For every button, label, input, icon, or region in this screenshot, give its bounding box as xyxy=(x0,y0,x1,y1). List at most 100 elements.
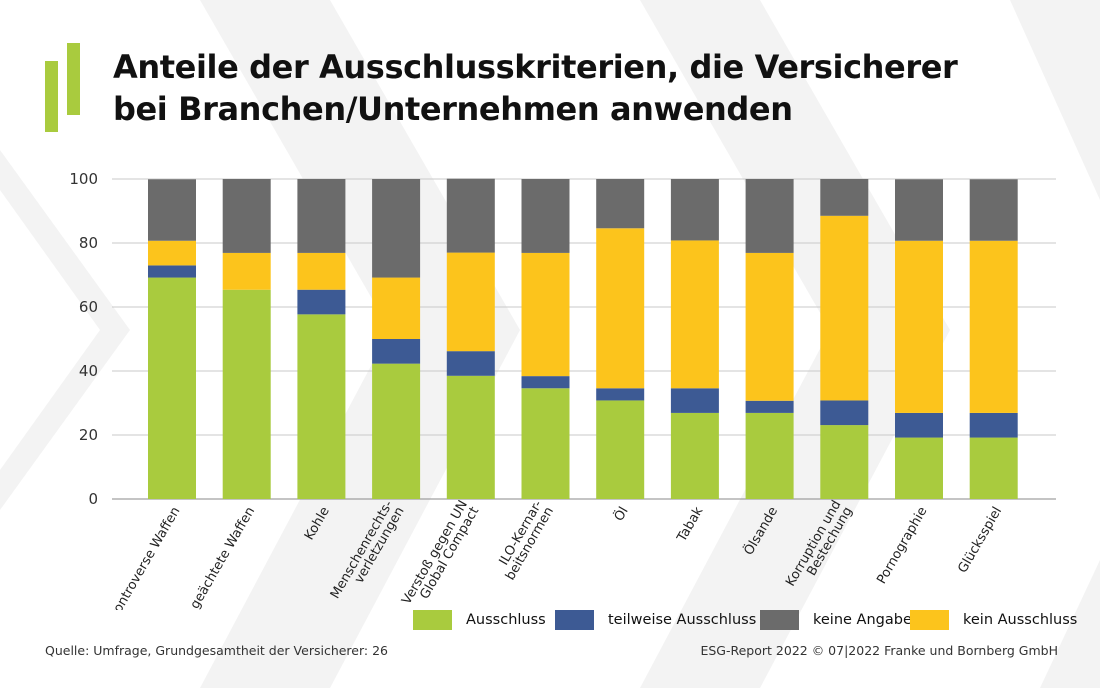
source-note: Quelle: Umfrage, Grundgesamtheit der Ver… xyxy=(45,643,388,658)
x-tick-label: kontroverse Waffen xyxy=(107,505,183,611)
bar-group-3 xyxy=(297,179,346,499)
bar-segment-ausschluss xyxy=(148,277,196,499)
legend-label-keine-angabe: keine Angabe xyxy=(813,612,912,628)
bar-group-11 xyxy=(895,179,943,499)
x-tick-label: Ölsande xyxy=(740,504,781,558)
bar-segment-keine-angabe xyxy=(820,179,869,216)
bar-segment-teilweise xyxy=(670,388,719,413)
x-tick-label-line: Öl xyxy=(610,504,632,525)
bar-segment-ausschluss xyxy=(745,412,794,499)
chart-title-line-2: bei Branchen/Unternehmen anwenden xyxy=(113,90,793,128)
bar-segment-teilweise xyxy=(969,412,1018,438)
bar-group-10 xyxy=(820,179,869,499)
bar-segment-keine-angabe xyxy=(969,179,1018,241)
x-tick-label: Tabak xyxy=(674,504,706,545)
x-tick-label: Kohle xyxy=(302,505,333,543)
x-tick-label-line: Glücksspiel xyxy=(955,505,1005,576)
bar-group-4 xyxy=(372,179,421,499)
x-tick-label: Verstoß gegen UNGlobal Compact xyxy=(399,498,482,610)
legend-swatch-ausschluss xyxy=(413,610,452,630)
bar-segment-ausschluss xyxy=(372,363,421,499)
x-tick-label-line: kontroverse Waffen xyxy=(107,505,183,611)
bar-group-12 xyxy=(969,179,1018,499)
stacked-bar-chart: 0 20 40 60 80 100 kontroverse Waffen geächtete … xyxy=(69,170,1056,611)
bar-segment-ausschluss xyxy=(297,314,346,499)
bar-segment-teilweise xyxy=(446,351,495,376)
y-tick-label: 60 xyxy=(79,298,98,316)
legend-item-keine-angabe: keine Angabe xyxy=(760,610,912,630)
bar-segment-ausschluss xyxy=(521,388,570,499)
bar-segment-teilweise xyxy=(521,376,570,389)
x-tick-label: Pornographie xyxy=(874,505,930,587)
bar-segment-teilweise xyxy=(820,400,869,426)
x-tick-label-line: Menschenrechts- xyxy=(328,498,397,602)
copyright-note: ESG-Report 2022 © 07|2022 Franke und Bor… xyxy=(700,643,1058,658)
bar-segment-kein-ausschluss xyxy=(521,252,570,377)
x-tick-label-line: Pornographie xyxy=(874,505,930,587)
x-tick-label-line: Kohle xyxy=(302,505,333,543)
chart-title-line-1: Anteile der Ausschlusskriterien, die Ver… xyxy=(113,48,958,86)
y-tick-label: 40 xyxy=(79,362,98,380)
legend-swatch-teilweise-ausschluss xyxy=(555,610,594,630)
bar-segment-teilweise xyxy=(148,265,196,278)
chart-title: Anteile der Ausschlusskriterien, die Ver… xyxy=(113,46,958,130)
bar-segment-ausschluss xyxy=(895,437,943,499)
legend-item-ausschluss: Ausschluss xyxy=(413,610,546,630)
bar-segment-kein-ausschluss xyxy=(446,252,495,352)
bar-segment-kein-ausschluss xyxy=(670,240,719,389)
bar-segment-keine-angabe xyxy=(596,179,645,229)
bar-segment-keine-angabe xyxy=(372,179,421,278)
bar-group-7 xyxy=(596,179,645,499)
x-tick-label: Menschenrechts-verletzungen xyxy=(328,498,408,608)
bar-segment-kein-ausschluss xyxy=(222,252,271,290)
bar-group-8 xyxy=(670,179,719,499)
bar-segment-keine-angabe xyxy=(222,179,271,253)
bar-segment-keine-angabe xyxy=(446,178,495,253)
bar-segment-kein-ausschluss xyxy=(895,240,943,413)
legend-label-teilweise-ausschluss: teilweise Ausschluss xyxy=(608,612,757,628)
x-tick-label: ILO-Kernar-beitsnormen xyxy=(492,498,557,583)
bar-segment-keine-angabe xyxy=(297,179,346,253)
bar-segment-kein-ausschluss xyxy=(148,240,196,266)
bar-segment-keine-angabe xyxy=(670,179,719,241)
bar-segment-kein-ausschluss xyxy=(820,215,869,401)
bar-segment-teilweise xyxy=(297,289,346,315)
bar-segment-kein-ausschluss xyxy=(596,228,645,389)
bar-segment-keine-angabe xyxy=(745,179,794,253)
bar-segment-ausschluss xyxy=(969,437,1018,499)
x-tick-label-line: Tabak xyxy=(674,504,706,545)
y-tick-label: 80 xyxy=(79,234,98,252)
bar-segment-keine-angabe xyxy=(521,179,570,253)
bar-group-2 xyxy=(222,179,271,499)
bar-segment-teilweise xyxy=(895,412,943,438)
bar-segment-keine-angabe xyxy=(148,179,196,241)
bar-group-1 xyxy=(148,179,196,499)
y-tick-label: 0 xyxy=(88,490,98,508)
bar-segment-ausschluss xyxy=(670,412,719,499)
bar-segment-teilweise xyxy=(372,339,421,364)
logo-bar-left xyxy=(45,61,58,132)
legend-swatch-keine-angabe xyxy=(760,610,799,630)
legend-item-kein-ausschluss: kein Ausschluss xyxy=(910,610,1077,630)
bar-group-5 xyxy=(446,178,495,499)
x-tick-label: Öl xyxy=(610,504,632,525)
bar-segment-kein-ausschluss xyxy=(969,240,1018,413)
logo-bar-right xyxy=(67,43,80,115)
bar-segment-keine-angabe xyxy=(895,179,943,241)
bar-group-6 xyxy=(521,179,570,499)
legend-swatch-kein-ausschluss xyxy=(910,610,949,630)
bar-segment-ausschluss xyxy=(446,375,495,499)
legend-item-teilweise-ausschluss: teilweise Ausschluss xyxy=(555,610,756,630)
bar-segment-ausschluss xyxy=(222,289,271,499)
bar-segment-kein-ausschluss xyxy=(745,252,794,401)
x-tick-label-line: geächtete Waffen xyxy=(188,505,259,611)
x-tick-label: Glücksspiel xyxy=(955,505,1005,576)
x-tick-label: Korruption undBestechung xyxy=(783,498,856,596)
bar-segment-teilweise xyxy=(745,400,794,413)
legend-label-kein-ausschluss: kein Ausschluss xyxy=(963,612,1078,628)
x-tick-label-line: Ölsande xyxy=(740,504,781,558)
y-tick-label: 20 xyxy=(79,426,98,444)
bar-segment-ausschluss xyxy=(596,400,645,499)
bar-segment-kein-ausschluss xyxy=(297,252,346,290)
legend-label-ausschluss: Ausschluss xyxy=(466,612,546,628)
